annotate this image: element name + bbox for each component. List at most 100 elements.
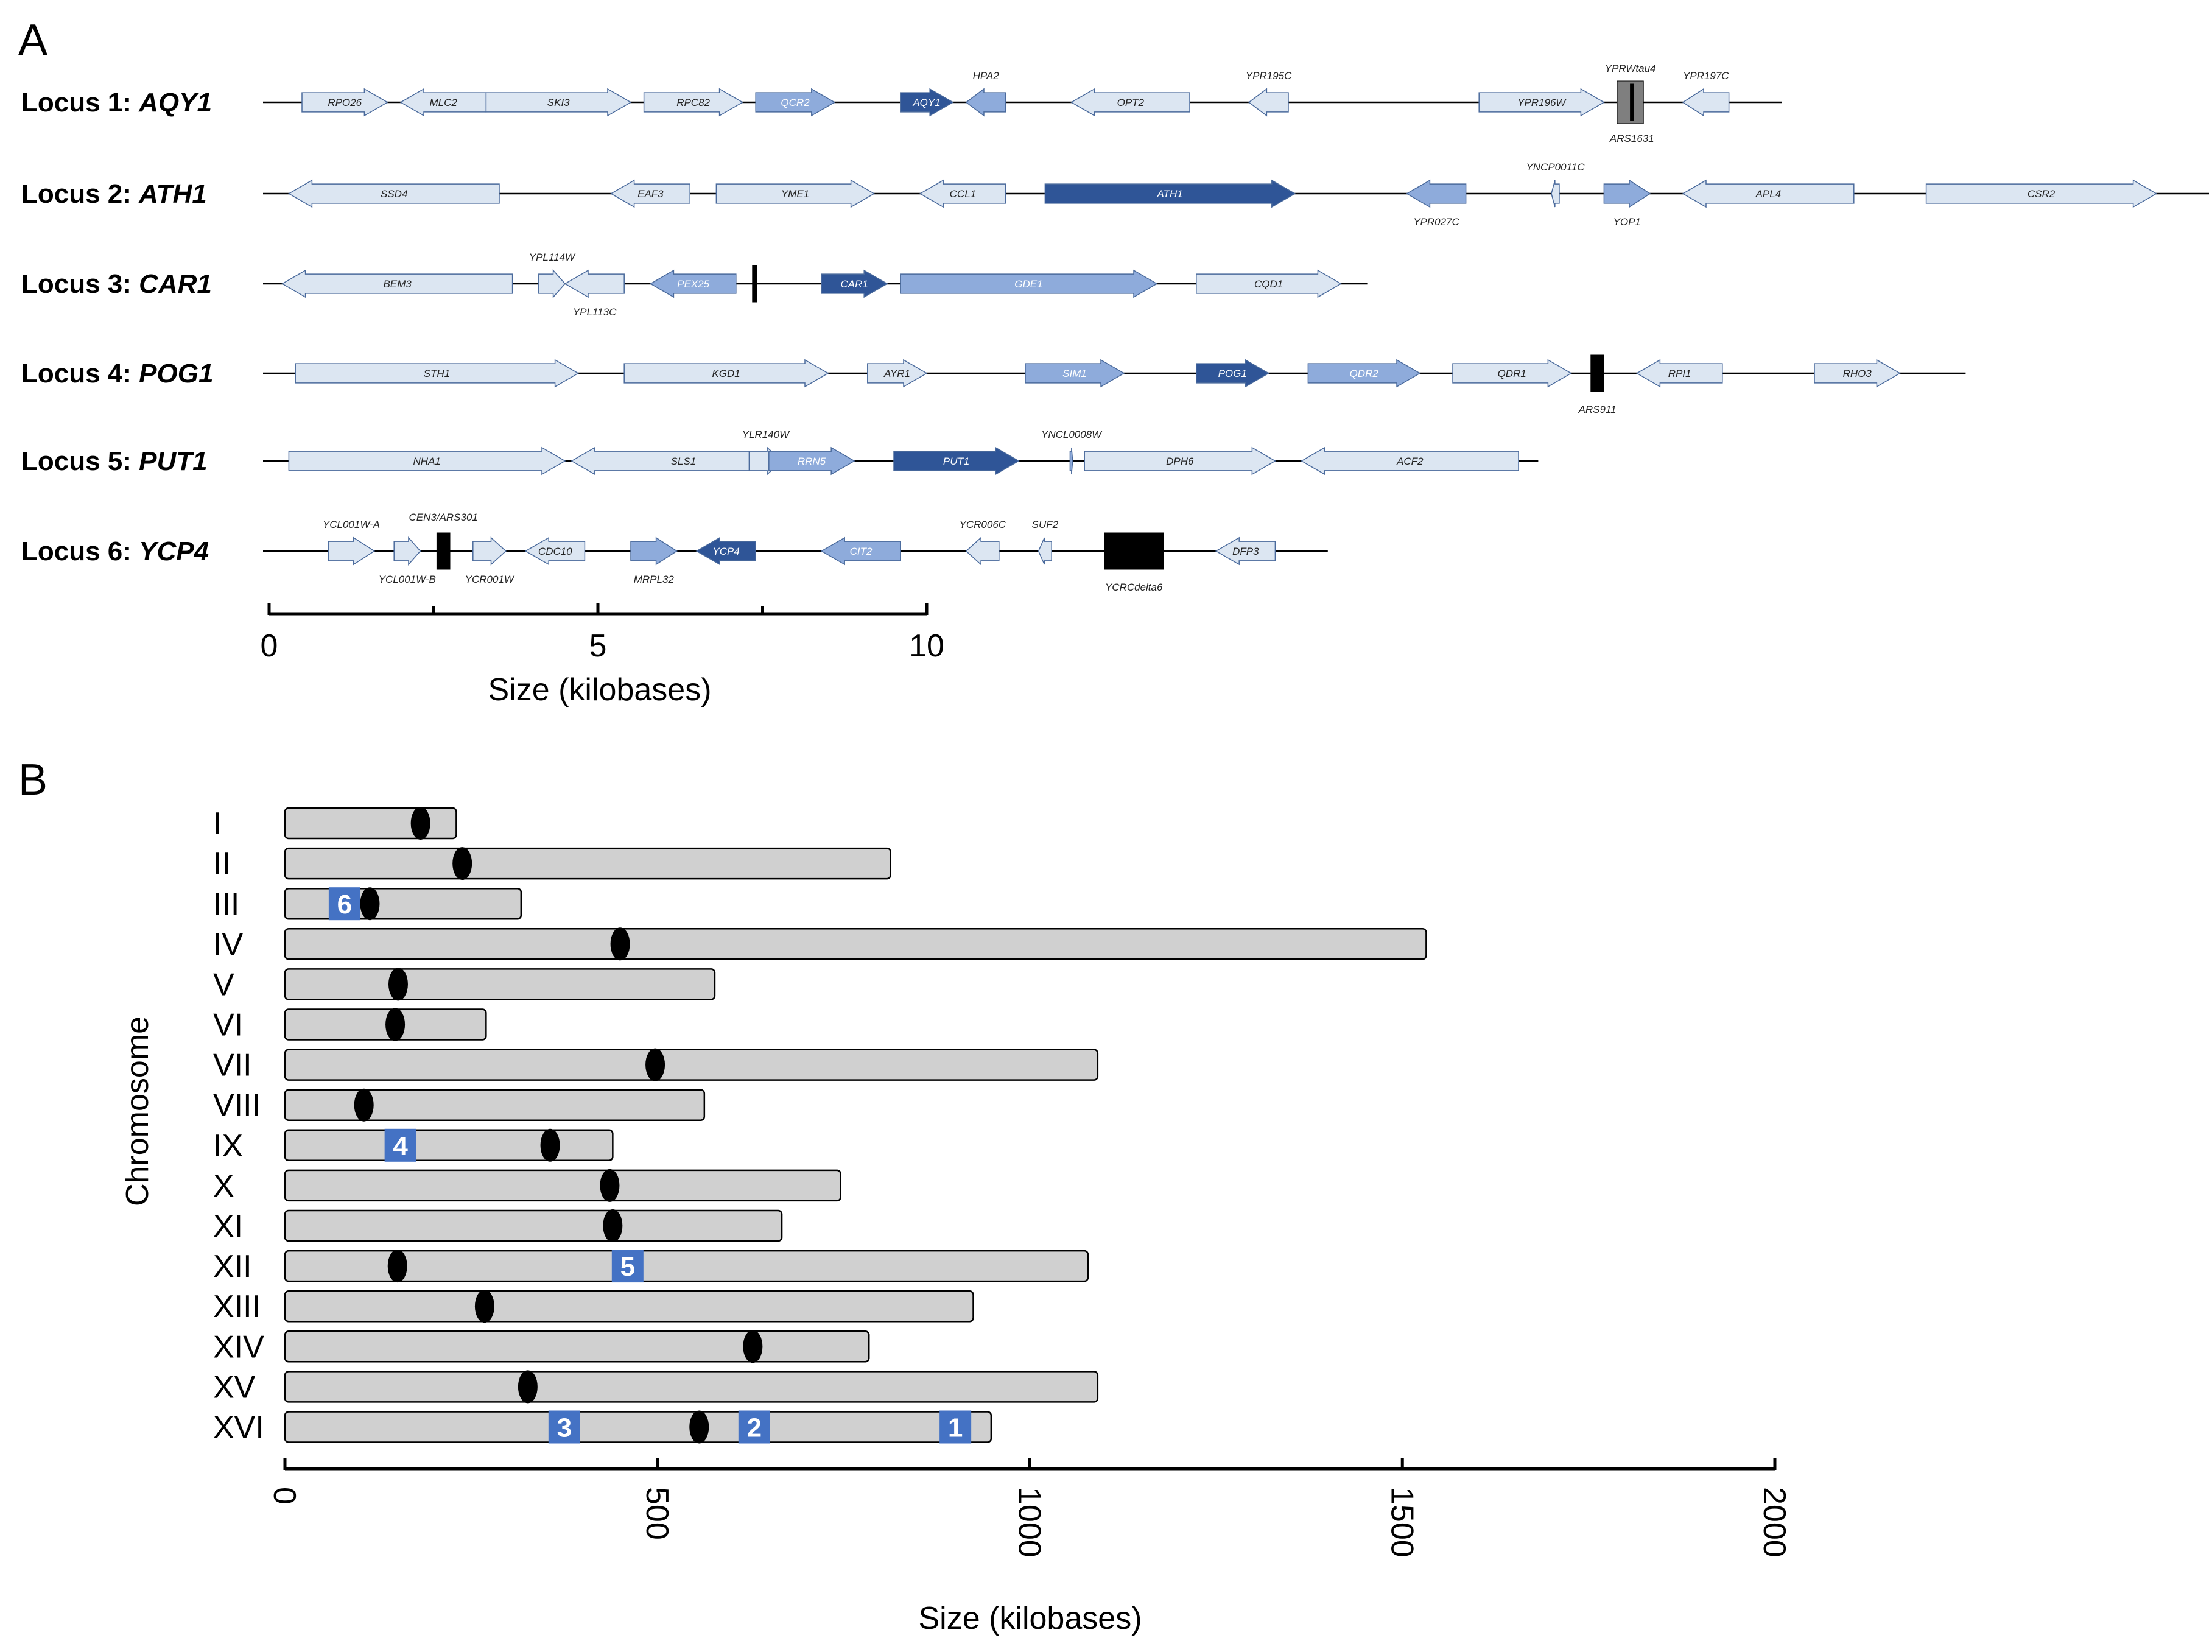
gene-label: APL4 (1755, 188, 1782, 200)
gene-label: QDR1 (1498, 368, 1526, 379)
gene-label: AQY1 (912, 97, 940, 108)
centromere-marker (603, 1209, 623, 1242)
locus-gene: AQY1 (138, 88, 212, 118)
gene-arrow-RPO26 (301, 88, 388, 117)
gene-arrow-RPI1 (1635, 359, 1723, 388)
gene-arrow-YCR001W (472, 536, 507, 566)
chromosome-label-V: V (213, 967, 234, 1002)
chromosome-label-XIV: XIV (213, 1329, 264, 1365)
locus-marker-box (939, 1410, 972, 1444)
chromosome-bar (284, 1209, 783, 1242)
centromere-marker (540, 1128, 560, 1162)
chromosome-size-axis: 0 500 1000 1500 2000 (267, 1458, 1792, 1558)
centromere-marker (410, 807, 430, 840)
gene-label: DFP3 (1232, 546, 1259, 557)
chromosome-bar (284, 847, 891, 880)
gene-arrow-ACF2 (1301, 446, 1519, 476)
gene-arrow-MRPL32 (630, 536, 678, 566)
chromosome-bar (284, 1129, 614, 1162)
chromosome-bar (284, 1089, 706, 1121)
feature-label: YCRCdelta6 (1105, 582, 1163, 593)
gene-label: CDC10 (538, 546, 572, 557)
chromosome-label-XIII: XIII (213, 1289, 261, 1324)
gene-arrow-YOP1 (1603, 179, 1651, 208)
gene-arrow-ATH1 (1044, 179, 1296, 208)
size-axis-tick-label: 1000 (1012, 1487, 1047, 1558)
feature-box (752, 265, 757, 303)
gene-label: SSD4 (381, 188, 407, 200)
gene-arrow-CQD1 (1196, 269, 1342, 298)
gene-arrow-APL4 (1682, 179, 1855, 208)
centromere-marker (743, 1330, 763, 1363)
gene-arrow-CIT2 (820, 536, 901, 566)
gene-arrow-POG1 (1196, 359, 1270, 388)
locus-marker-number: 1 (948, 1413, 963, 1443)
locus-marker-number: 3 (557, 1413, 572, 1443)
size-axis-tick-label: 500 (639, 1487, 675, 1540)
gene-label: CAR1 (841, 278, 868, 290)
scale-tick-label: 5 (589, 628, 607, 664)
gene-label: STH1 (424, 368, 450, 379)
centromere-marker (385, 1008, 406, 1041)
size-axis-tick-label: 2000 (1757, 1487, 1792, 1558)
locus-title-l3: Locus 3: CAR1 (21, 269, 212, 299)
chromosome-label-IV: IV (213, 927, 243, 962)
locus-marker-number: 4 (393, 1131, 408, 1161)
gene-label: CSR2 (2028, 188, 2056, 200)
gene-label: AYR1 (883, 368, 910, 379)
locus-marker-box (548, 1410, 580, 1444)
gene-label: SIM1 (1062, 368, 1087, 379)
gene-arrow-BEM3 (281, 269, 513, 298)
gene-label: YPR195C (1246, 70, 1292, 82)
gene-arrow-NHA1 (288, 446, 566, 476)
gene-arrow-PUT1 (893, 446, 1020, 476)
chromosome-bar (284, 887, 522, 920)
gene-label: GDE1 (1014, 278, 1042, 290)
centromere-marker (388, 968, 408, 1001)
gene-arrow-CAR1 (821, 269, 888, 298)
gene-label: KGD1 (712, 368, 740, 379)
locus-gene: CAR1 (139, 269, 212, 299)
gene-label: CQD1 (1254, 278, 1283, 290)
gene-arrow-AYR1 (867, 359, 928, 388)
locus-marker-number: 2 (747, 1413, 762, 1443)
panel-a-label: A (18, 16, 47, 65)
chromosome-label-XV: XV (213, 1369, 256, 1405)
chromosome-label-III: III (213, 887, 239, 922)
chromosome-axis-title-x: Size (kilobases) (918, 1601, 1142, 1636)
chromosome-bar (284, 807, 457, 840)
gene-label: RHO3 (1843, 368, 1872, 379)
centromere-marker (610, 927, 630, 961)
gene-label: PEX25 (677, 278, 709, 290)
gene-arrow-YNCL0008W (1069, 447, 1073, 475)
gene-label: SUF2 (1032, 519, 1059, 530)
gene-arrow-STH1 (295, 359, 580, 388)
size-axis-tick-label: 1500 (1384, 1487, 1419, 1558)
gene-label: NHA1 (413, 455, 441, 467)
gene-label: POG1 (1218, 368, 1247, 379)
gene-label: YNCP0011C (1526, 161, 1585, 173)
gene-label: CCL1 (950, 188, 976, 200)
locus-gene: PUT1 (139, 446, 207, 476)
locus-gene: YCP4 (139, 536, 209, 566)
gene-label: RPC82 (676, 97, 710, 108)
chromosome-bar (284, 1290, 974, 1323)
gene-arrow-YNCP0011C (1551, 180, 1560, 208)
locus-axis-title: Size (kilobases) (488, 672, 711, 708)
chromosome-label-VI: VI (213, 1008, 243, 1043)
panel-b-label: B (18, 756, 47, 804)
gene-arrow-SUF2 (1038, 537, 1052, 565)
gene-arrow-DFP3 (1215, 536, 1276, 566)
gene-label: YPR197C (1683, 70, 1729, 82)
gene-label: YPL113C (573, 306, 617, 318)
gene-label: QCR2 (781, 97, 810, 108)
chromosome-label-XII: XII (213, 1249, 252, 1284)
gene-label: YLR140W (742, 429, 790, 440)
locus-title-l4: Locus 4: POG1 (21, 359, 213, 388)
locus-title-l2: Locus 2: ATH1 (21, 179, 207, 209)
gene-arrow-YCR006C (965, 536, 1000, 566)
gene-arrow-OPT2 (1070, 88, 1190, 117)
gene-label: OPT2 (1117, 97, 1145, 108)
centromere-marker (354, 1088, 374, 1122)
